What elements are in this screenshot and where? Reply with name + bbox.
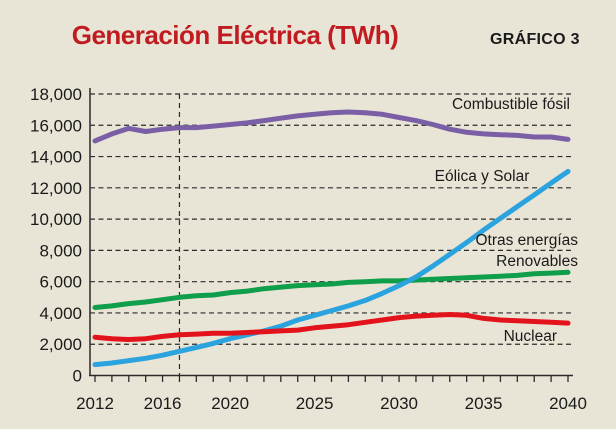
series-line-nuclear: [92, 312, 571, 342]
y-axis-tick-label: 12,000: [30, 179, 82, 198]
chart-title: Generación Eléctrica (TWh): [71, 20, 399, 50]
series-label: Renovables: [496, 253, 578, 270]
y-axis-tick-label: 2,000: [39, 335, 82, 354]
y-axis-tick-label: 4,000: [39, 304, 82, 323]
series-line-wind_solar: [92, 168, 571, 368]
x-axis-tick-label: 2020: [211, 394, 249, 413]
x-axis-tick-label: 2016: [144, 394, 182, 413]
series-line-fossil: [92, 109, 571, 144]
figure-number-label: GRÁFICO 3: [490, 31, 580, 48]
series-label: Combustible fósil: [452, 96, 570, 113]
x-axis-tick-label: 2030: [380, 394, 418, 413]
x-axis-tick-label: 2035: [465, 394, 503, 413]
x-axis-tick-label: 2012: [76, 394, 114, 413]
y-axis-tick-label: 6,000: [39, 273, 82, 292]
y-axis-tick-label: 16,000: [30, 116, 82, 135]
series-label: Nuclear: [504, 328, 557, 345]
x-axis-tick-label: 2040: [549, 394, 587, 413]
y-axis-tick-label: 14,000: [30, 148, 82, 167]
x-axis-tick-label: 2025: [296, 394, 334, 413]
y-axis-tick-label: 0: [73, 367, 82, 386]
series-line-renewables: [92, 269, 571, 310]
series-label: Otras energías: [475, 232, 578, 249]
y-axis-tick-label: 10,000: [30, 210, 82, 229]
series-label: Eólica y Solar: [435, 168, 530, 185]
y-axis-tick-label: 18,000: [30, 85, 82, 104]
y-axis-tick-label: 8,000: [39, 241, 82, 260]
